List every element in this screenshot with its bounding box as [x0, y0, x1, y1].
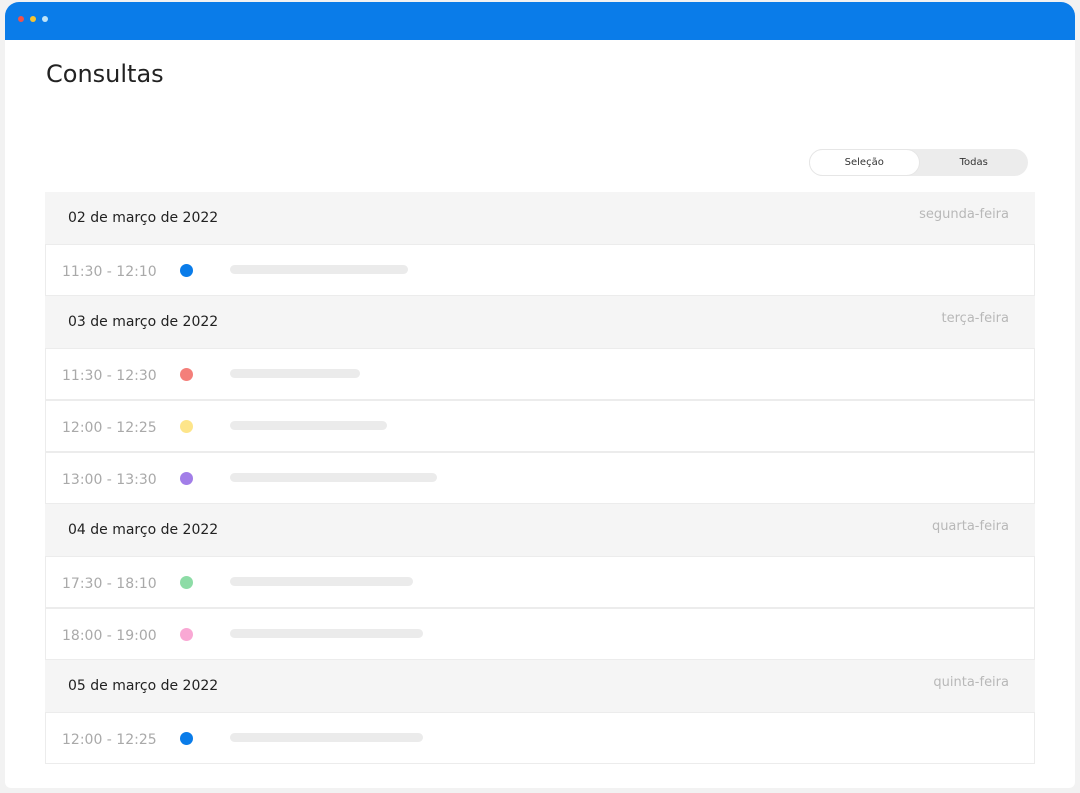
day-header: 04 de março de 2022 quarta-feira: [45, 504, 1035, 556]
close-window-icon[interactable]: [18, 16, 24, 22]
day-weekday: terça-feira: [941, 311, 1009, 326]
day-date: 02 de março de 2022: [68, 210, 219, 226]
maximize-window-icon[interactable]: [42, 16, 48, 22]
appointment-placeholder: [230, 733, 423, 742]
status-dot-icon: [180, 576, 193, 589]
appointment-row[interactable]: 12:00 - 12:25: [45, 712, 1035, 764]
title-bar: [5, 2, 1075, 40]
day-weekday: segunda-feira: [919, 207, 1009, 222]
appointment-time: 12:00 - 12:25: [62, 420, 157, 436]
appointment-placeholder: [230, 629, 423, 638]
appointment-placeholder: [230, 473, 437, 482]
page-title: Consultas: [46, 60, 164, 88]
status-dot-icon: [180, 472, 193, 485]
status-dot-icon: [180, 732, 193, 745]
appointment-placeholder: [230, 577, 413, 586]
status-dot-icon: [180, 628, 193, 641]
day-weekday: quinta-feira: [933, 675, 1009, 690]
day-date: 05 de março de 2022: [68, 678, 219, 694]
appointment-row[interactable]: 11:30 - 12:10: [45, 244, 1035, 296]
appointment-time: 11:30 - 12:30: [62, 368, 157, 384]
appointment-row[interactable]: 12:00 - 12:25: [45, 400, 1035, 452]
appointment-row[interactable]: 11:30 - 12:30: [45, 348, 1035, 400]
filter-option-todas[interactable]: Todas: [959, 157, 988, 168]
app-window: Consultas Seleção Todas 02 de março de 2…: [5, 2, 1075, 788]
filter-option-selecao[interactable]: Seleção: [809, 149, 920, 176]
day-date: 03 de março de 2022: [68, 314, 219, 330]
appointment-time: 12:00 - 12:25: [62, 732, 157, 748]
day-header: 03 de março de 2022 terça-feira: [45, 296, 1035, 348]
appointment-placeholder: [230, 421, 387, 430]
appointment-placeholder: [230, 369, 360, 378]
day-header: 05 de março de 2022 quinta-feira: [45, 660, 1035, 712]
filter-toggle[interactable]: Seleção Todas: [809, 149, 1028, 176]
day-header: 02 de março de 2022 segunda-feira: [45, 192, 1035, 244]
day-date: 04 de março de 2022: [68, 522, 219, 538]
appointment-time: 17:30 - 18:10: [62, 576, 157, 592]
status-dot-icon: [180, 368, 193, 381]
day-weekday: quarta-feira: [931, 519, 1009, 534]
appointment-placeholder: [230, 265, 408, 274]
appointments-list: 02 de março de 2022 segunda-feira 11:30 - …: [45, 192, 1035, 764]
minimize-window-icon[interactable]: [30, 16, 36, 22]
status-dot-icon: [180, 420, 193, 433]
status-dot-icon: [180, 264, 193, 277]
appointment-row[interactable]: 17:30 - 18:10: [45, 556, 1035, 608]
appointment-time: 18:00 - 19:00: [62, 628, 157, 644]
appointment-row[interactable]: 13:00 - 13:30: [45, 452, 1035, 504]
appointment-time: 11:30 - 12:10: [62, 264, 157, 280]
appointment-time: 13:00 - 13:30: [62, 472, 157, 488]
appointment-row[interactable]: 18:00 - 19:00: [45, 608, 1035, 660]
